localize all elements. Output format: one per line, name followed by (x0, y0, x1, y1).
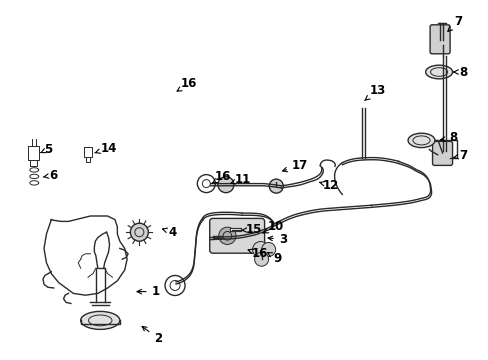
Text: 16: 16 (177, 77, 197, 91)
Circle shape (130, 223, 148, 241)
Text: 13: 13 (364, 84, 385, 100)
Text: 15: 15 (242, 223, 262, 236)
Text: 4: 4 (162, 226, 177, 239)
Text: 8: 8 (440, 131, 456, 144)
Text: 7: 7 (447, 15, 461, 31)
Circle shape (261, 243, 275, 256)
Text: 1: 1 (137, 285, 160, 298)
Text: 10: 10 (262, 220, 284, 233)
Text: 9: 9 (267, 252, 282, 265)
Text: 6: 6 (43, 169, 57, 182)
Circle shape (269, 179, 283, 193)
Circle shape (254, 252, 268, 266)
Text: 5: 5 (41, 143, 52, 156)
Circle shape (252, 242, 268, 257)
Ellipse shape (425, 65, 452, 79)
Text: 17: 17 (282, 159, 307, 172)
FancyBboxPatch shape (432, 141, 451, 165)
Ellipse shape (81, 311, 120, 329)
Text: 2: 2 (142, 327, 162, 345)
Circle shape (218, 177, 233, 193)
Text: 8: 8 (453, 66, 467, 78)
Text: 16: 16 (212, 170, 231, 183)
Text: 14: 14 (95, 142, 116, 155)
Text: 11: 11 (230, 173, 250, 186)
Text: 12: 12 (319, 179, 338, 192)
Circle shape (218, 227, 236, 244)
Text: 16: 16 (247, 247, 267, 260)
Ellipse shape (407, 133, 434, 148)
Text: 7: 7 (453, 149, 467, 162)
FancyBboxPatch shape (209, 219, 264, 253)
Text: 3: 3 (267, 233, 286, 246)
FancyBboxPatch shape (429, 25, 449, 54)
